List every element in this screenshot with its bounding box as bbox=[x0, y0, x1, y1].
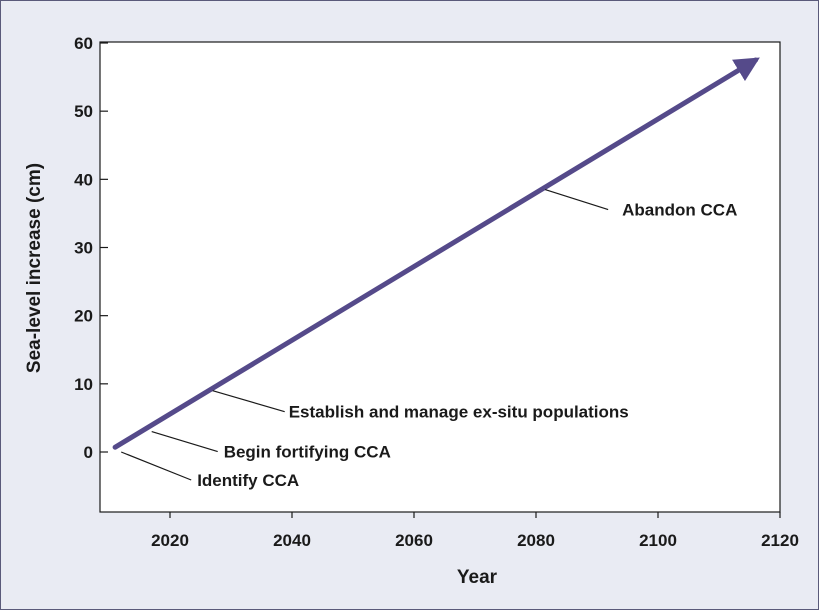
x-tick-label: 2040 bbox=[273, 531, 311, 550]
x-tick-label: 2100 bbox=[639, 531, 677, 550]
plot-area bbox=[99, 41, 781, 513]
x-axis: 2020 2040 2060 2080 2100 2120 bbox=[151, 512, 799, 550]
annotation-leader bbox=[120, 451, 192, 481]
annotation-label: Begin fortifying CCA bbox=[224, 443, 391, 462]
x-tick-label: 2080 bbox=[517, 531, 555, 550]
y-tick-label: 10 bbox=[74, 375, 93, 394]
annotation-label: Establish and manage ex-situ populations bbox=[289, 403, 629, 422]
y-tick-label: 0 bbox=[84, 443, 93, 462]
y-tick-label: 30 bbox=[74, 239, 93, 258]
annotation-label: Abandon CCA bbox=[622, 201, 737, 220]
annotations: Identify CCA Begin fortifying CCA Establis… bbox=[120, 188, 737, 490]
y-axis-title: Sea-level increase (cm) bbox=[24, 163, 45, 373]
x-axis-title: Year bbox=[457, 567, 498, 588]
annotation-leader bbox=[544, 188, 609, 211]
annotation-label: Identify CCA bbox=[197, 471, 299, 490]
x-tick-label: 2020 bbox=[151, 531, 189, 550]
annotation-leader bbox=[212, 390, 285, 413]
y-tick-label: 20 bbox=[74, 307, 93, 326]
annotation-leader bbox=[151, 430, 218, 453]
y-tick-label: 40 bbox=[74, 170, 93, 189]
y-tick-label: 50 bbox=[74, 102, 93, 121]
x-tick-label: 2120 bbox=[761, 531, 799, 550]
y-axis: 0 10 20 30 40 50 60 bbox=[74, 34, 108, 462]
x-tick-label: 2060 bbox=[395, 531, 433, 550]
y-tick-label: 60 bbox=[74, 34, 93, 53]
series-line bbox=[112, 57, 760, 450]
series-group bbox=[112, 57, 760, 450]
